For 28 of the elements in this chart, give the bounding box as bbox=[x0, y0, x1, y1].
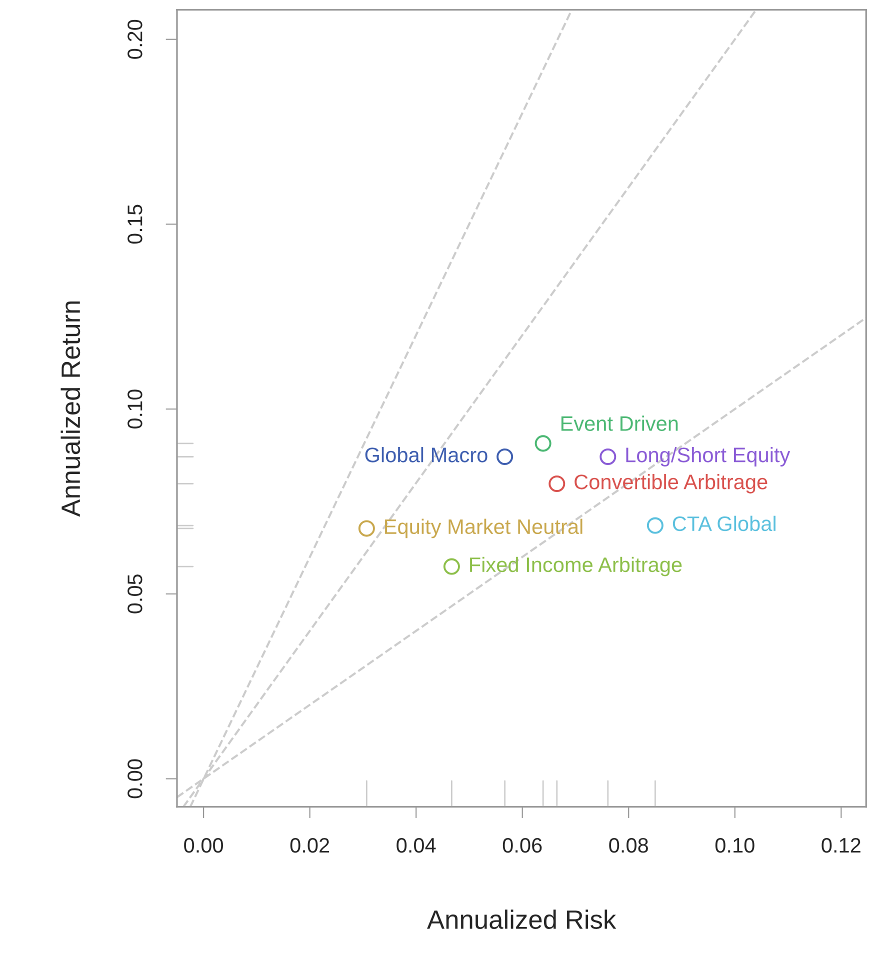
point bbox=[548, 475, 566, 492]
y-tick-label: 0.00 bbox=[128, 759, 142, 798]
series-label: Global Macro bbox=[365, 447, 488, 462]
point bbox=[496, 448, 514, 466]
point bbox=[358, 520, 375, 537]
x-tick-label: 0.00 bbox=[184, 838, 224, 853]
y-tick-label: 0.05 bbox=[128, 574, 142, 614]
y-tick-label: 0.20 bbox=[128, 20, 142, 59]
series-label: Fixed Income Arbitrage bbox=[470, 556, 682, 576]
point bbox=[534, 435, 552, 452]
y-tick-label: 0.10 bbox=[128, 390, 142, 429]
x-tick-label: 0.10 bbox=[715, 838, 754, 853]
y-tick-label: 0.15 bbox=[128, 204, 142, 244]
series-label: CTA Global bbox=[672, 516, 776, 532]
point bbox=[646, 517, 664, 534]
x-axis-title: Annualized Risk bbox=[427, 910, 616, 929]
x-tick-label: 0.04 bbox=[396, 838, 436, 853]
series-label: Equity Market Neutral bbox=[385, 518, 582, 538]
x-tick-label: 0.02 bbox=[290, 838, 330, 853]
point bbox=[600, 448, 616, 466]
point bbox=[443, 558, 460, 575]
x-tick-label: 0.08 bbox=[609, 838, 648, 853]
x-tick-label: 0.06 bbox=[502, 838, 542, 853]
series-label: Convertible Arbitrage bbox=[574, 474, 768, 494]
y-axis-title: Annualized Return bbox=[60, 301, 80, 517]
x-tick-label: 0.12 bbox=[822, 838, 860, 853]
series-label: Event Driven bbox=[561, 416, 678, 431]
series-label: Long/Short Equity bbox=[626, 447, 790, 466]
